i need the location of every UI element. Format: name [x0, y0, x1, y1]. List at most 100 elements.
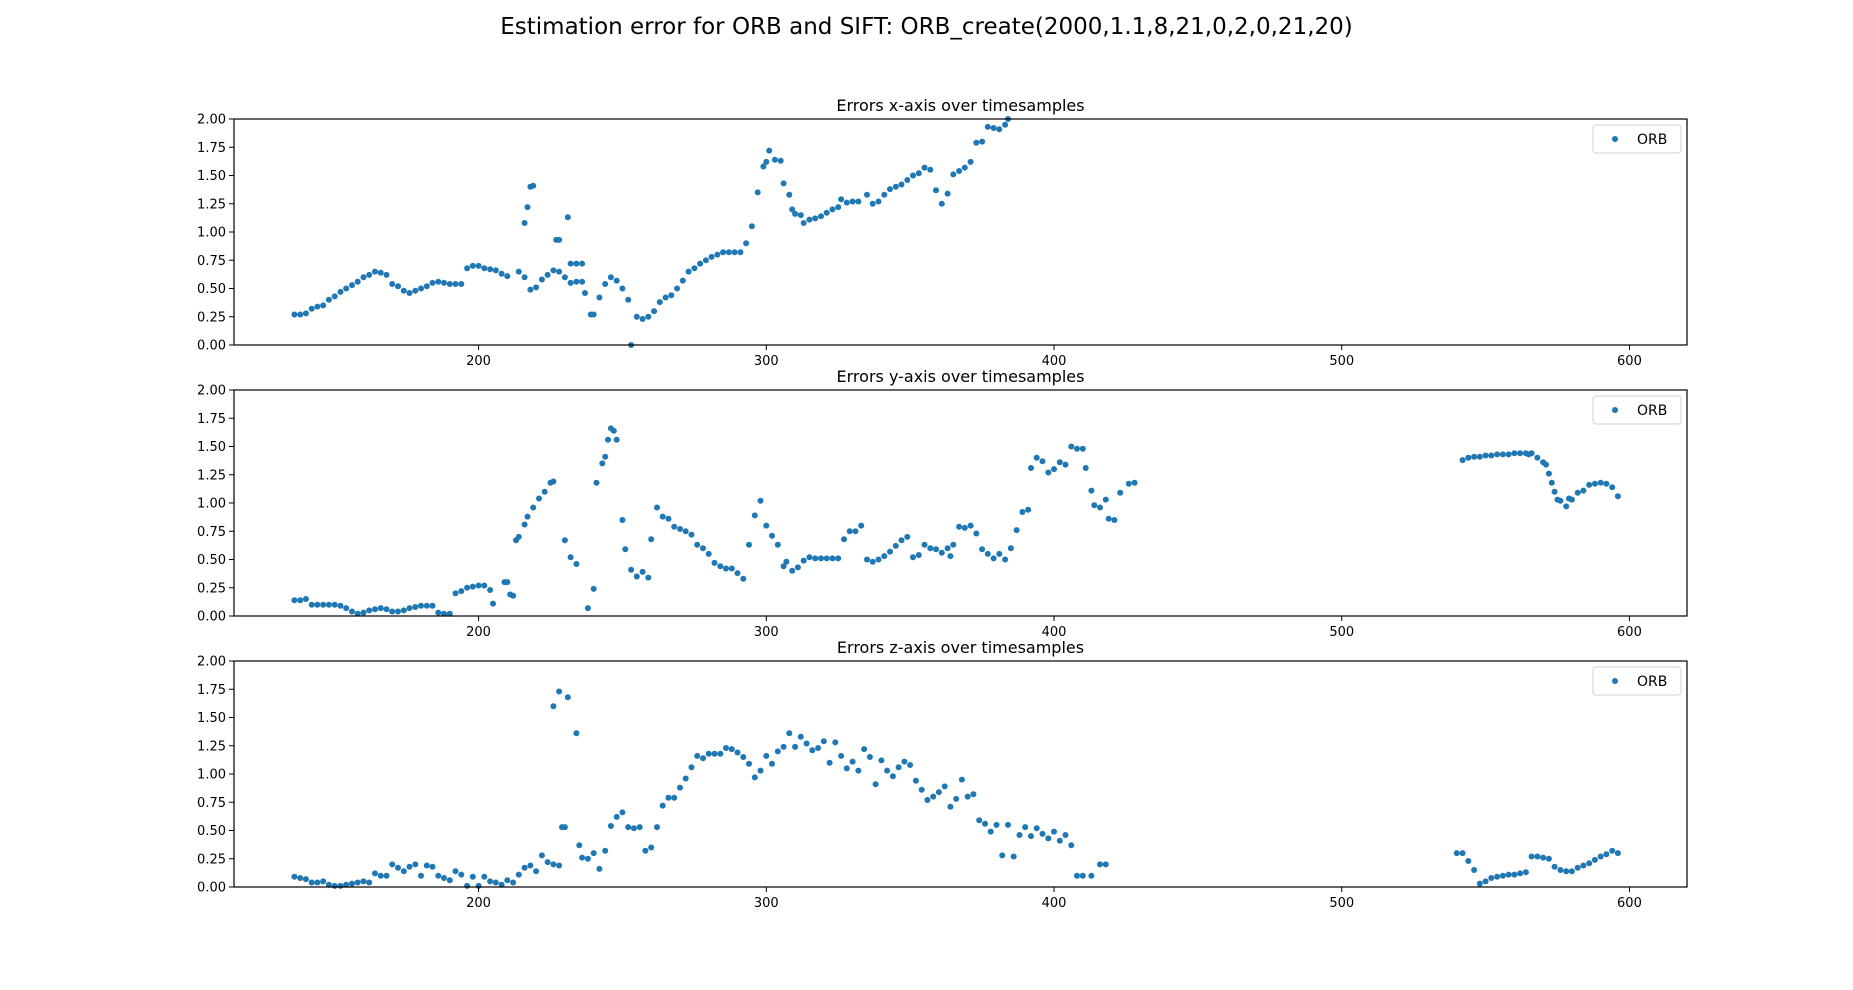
y-tick-label: 1.00	[197, 226, 226, 241]
data-point	[895, 764, 902, 771]
data-point	[1543, 461, 1549, 468]
data-point	[938, 549, 945, 556]
subplot-3: Errors z-axis over timesamples 200 300 400 5…	[197, 638, 1688, 911]
data-point	[320, 302, 327, 309]
data-point	[898, 537, 905, 544]
data-point	[682, 528, 689, 535]
data-point	[818, 213, 824, 220]
data-point	[314, 879, 321, 886]
data-point	[584, 605, 591, 612]
data-point	[694, 541, 701, 548]
y-tick-label: 1.75	[197, 412, 226, 427]
data-point	[613, 277, 620, 284]
data-point	[864, 556, 870, 563]
data-point	[766, 147, 773, 154]
data-point	[904, 177, 911, 183]
data-point	[1082, 465, 1089, 471]
legend-marker	[1612, 136, 1618, 142]
y-tick-label: 0.75	[197, 796, 226, 811]
data-point	[734, 570, 741, 577]
legend: ORB	[1592, 395, 1682, 425]
data-point	[702, 257, 709, 264]
data-point	[1039, 458, 1046, 465]
y-tick-label: 0.50	[197, 553, 226, 568]
data-point	[475, 582, 482, 589]
legend-marker	[1612, 678, 1618, 684]
data-point	[1511, 450, 1518, 457]
data-point	[823, 555, 830, 562]
data-point	[544, 859, 551, 866]
data-point	[1494, 873, 1501, 880]
data-point	[1540, 854, 1547, 861]
data-point	[1557, 867, 1564, 873]
data-point	[406, 605, 413, 612]
data-point	[464, 882, 471, 889]
data-point	[938, 200, 945, 207]
data-point	[967, 522, 974, 529]
data-point	[464, 584, 471, 591]
data-point	[979, 546, 986, 553]
data-point	[665, 515, 672, 522]
data-point	[743, 240, 750, 247]
data-point	[996, 550, 1003, 557]
data-point	[441, 875, 447, 881]
data-point	[622, 546, 629, 553]
data-point	[619, 517, 626, 523]
data-point	[792, 743, 799, 750]
data-point	[366, 607, 373, 614]
data-point	[1091, 502, 1098, 509]
data-point	[521, 864, 528, 871]
data-point	[567, 279, 574, 286]
data-point	[835, 204, 842, 211]
data-point	[1111, 517, 1118, 523]
data-point	[705, 550, 712, 557]
data-point	[875, 556, 882, 563]
data-point	[1586, 481, 1593, 488]
data-point	[818, 555, 824, 562]
data-point	[918, 786, 925, 793]
data-point	[843, 199, 850, 206]
data-point	[763, 158, 770, 165]
data-point	[291, 597, 298, 604]
data-point	[855, 198, 862, 205]
data-point	[987, 828, 994, 835]
data-point	[469, 583, 476, 590]
data-point	[510, 592, 517, 599]
data-point	[291, 873, 298, 880]
data-point	[947, 553, 954, 560]
data-point	[423, 283, 430, 290]
legend-box	[1592, 395, 1682, 425]
x-tick-label: 400	[1042, 896, 1067, 911]
data-point	[452, 868, 459, 875]
data-point	[331, 882, 338, 889]
data-point	[325, 296, 332, 303]
data-point	[829, 555, 836, 562]
data-point	[1051, 466, 1057, 473]
data-point	[731, 249, 738, 256]
data-point	[869, 200, 876, 207]
data-point	[662, 294, 669, 301]
data-point	[360, 878, 367, 885]
data-point	[533, 284, 540, 291]
data-point	[1010, 853, 1017, 860]
data-point	[556, 688, 563, 695]
data-point	[521, 274, 528, 281]
data-point	[990, 125, 997, 131]
data-point	[590, 850, 597, 857]
data-point	[360, 274, 367, 281]
legend-label: ORB	[1637, 132, 1667, 148]
data-point	[717, 563, 724, 570]
data-point	[602, 281, 609, 287]
data-point	[866, 754, 873, 760]
data-point	[630, 825, 637, 832]
data-point	[1459, 457, 1466, 464]
data-point	[734, 749, 741, 756]
data-point	[982, 820, 988, 827]
data-point	[590, 585, 597, 592]
data-point	[354, 278, 361, 285]
data-point	[383, 271, 390, 278]
data-point	[536, 495, 542, 502]
data-point	[400, 607, 407, 614]
data-point	[881, 553, 888, 560]
data-point	[973, 139, 980, 146]
